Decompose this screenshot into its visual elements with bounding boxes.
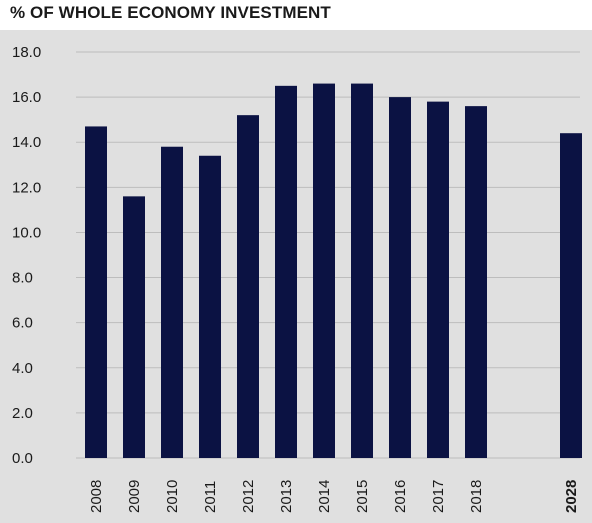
y-axis-ticks: 0.0 2.0 4.0 6.0 8.0 10.0 12.0 14.0 16.0 18.0 — [12, 44, 41, 467]
chart-title: % OF WHOLE ECONOMY INVESTMENT — [10, 3, 331, 22]
bar-2009 — [123, 196, 145, 458]
bar-2015 — [351, 83, 373, 459]
y-tick-label: 0.0 — [12, 450, 33, 467]
bar-2014 — [313, 83, 335, 459]
x-tick-label-2012: 2012 — [240, 480, 257, 513]
y-tick-label: 12.0 — [12, 179, 41, 196]
x-tick-label-2015: 2015 — [354, 480, 371, 513]
y-tick-label: 6.0 — [12, 315, 33, 332]
bars — [85, 83, 582, 459]
y-tick-label: 4.0 — [12, 360, 33, 377]
bar-2011 — [199, 155, 221, 458]
bar-2016 — [389, 97, 411, 458]
y-tick-label: 14.0 — [12, 134, 41, 151]
bar-2017 — [427, 101, 449, 458]
bar-2028 — [560, 133, 582, 458]
bar-2012 — [237, 115, 259, 459]
bar-2010 — [161, 146, 183, 458]
y-tick-label: 16.0 — [12, 89, 41, 106]
y-tick-label: 10.0 — [12, 224, 41, 241]
x-tick-label-2010: 2010 — [164, 480, 181, 513]
x-tick-label-2028: 2028 — [563, 480, 580, 513]
bar-2008 — [85, 126, 107, 458]
x-tick-label-2018: 2018 — [468, 480, 485, 513]
x-tick-label-2008: 2008 — [88, 480, 105, 513]
x-axis-ticks: 2008 2009 2010 2011 2012 2013 2014 2015 2016 2017… — [88, 480, 580, 513]
bar-2013 — [275, 85, 297, 458]
x-tick-label-2011: 2011 — [202, 481, 219, 513]
y-tick-label: 18.0 — [12, 44, 41, 61]
x-tick-label-2009: 2009 — [126, 480, 143, 513]
x-tick-label-2016: 2016 — [392, 480, 409, 513]
bar-2018 — [465, 106, 487, 458]
y-tick-label: 2.0 — [12, 405, 33, 422]
x-tick-label-2014: 2014 — [316, 480, 333, 513]
x-tick-label-2013: 2013 — [278, 480, 295, 513]
x-tick-label-2017: 2017 — [430, 480, 447, 513]
y-tick-label: 8.0 — [12, 270, 33, 287]
